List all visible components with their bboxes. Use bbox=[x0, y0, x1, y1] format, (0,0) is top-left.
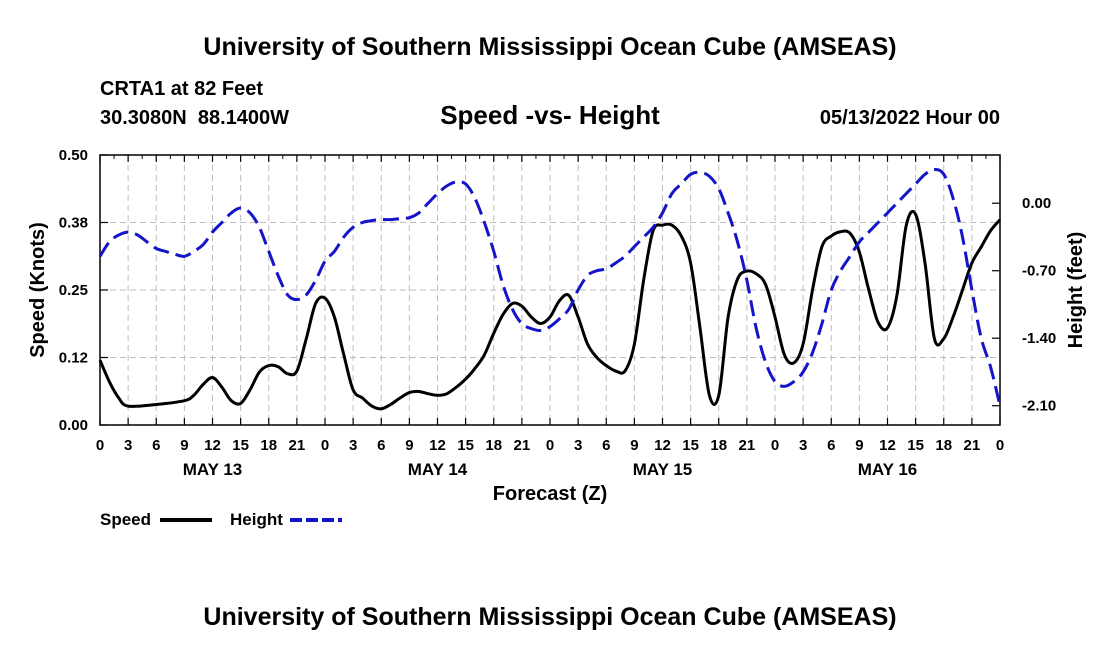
x-tick-label: 0 bbox=[96, 437, 104, 454]
x-tick-label: 6 bbox=[152, 437, 160, 454]
series-line-height bbox=[98, 168, 1002, 407]
x-tick-label: 21 bbox=[964, 437, 981, 454]
chart-title: Speed -vs- Height bbox=[440, 100, 660, 130]
x-tick-label: 15 bbox=[457, 437, 474, 454]
y-right-tick-label: 0.00 bbox=[1022, 195, 1051, 212]
y-left-tick-label: 0.25 bbox=[59, 282, 88, 299]
x-tick-label: 3 bbox=[574, 437, 582, 454]
x-tick-label: 9 bbox=[405, 437, 413, 454]
x-tick-label: 0 bbox=[321, 437, 329, 454]
x-day-label: MAY 13 bbox=[183, 460, 243, 479]
x-tick-label: 9 bbox=[855, 437, 863, 454]
x-tick-label: 6 bbox=[827, 437, 835, 454]
y-left-tick-label: 0.50 bbox=[59, 147, 88, 164]
x-tick-label: 12 bbox=[879, 437, 896, 454]
x-day-label: MAY 16 bbox=[858, 460, 918, 479]
station-coords: 30.3080N 88.1400W bbox=[100, 107, 289, 129]
x-tick-label: 3 bbox=[349, 437, 357, 454]
y-right-tick-label: -1.40 bbox=[1022, 330, 1056, 347]
axis-tick-labels: 0 3 6 9 12 15 18 21 0 3 6 9 12 15 18 21 0 3 6 9 12 15 18 21 0 3 6 9… bbox=[59, 147, 1056, 479]
x-tick-label: 15 bbox=[682, 437, 699, 454]
y-left-tick-label: 0.38 bbox=[59, 215, 88, 232]
y-left-tick-label: 0.00 bbox=[59, 417, 88, 434]
x-axis-title: Forecast (Z) bbox=[493, 483, 607, 505]
series-line-speed bbox=[98, 209, 1002, 411]
x-tick-label: 18 bbox=[710, 437, 727, 454]
x-tick-label: 3 bbox=[799, 437, 807, 454]
y-axis-right-title: Height (feet) bbox=[1065, 232, 1087, 349]
x-tick-label: 0 bbox=[546, 437, 554, 454]
x-tick-label: 6 bbox=[602, 437, 610, 454]
footer-title: University of Southern Mississippi Ocean… bbox=[203, 603, 896, 631]
x-tick-label: 21 bbox=[514, 437, 531, 454]
x-tick-label: 18 bbox=[935, 437, 952, 454]
legend-label-speed: Speed bbox=[100, 510, 151, 529]
x-tick-label: 18 bbox=[260, 437, 277, 454]
x-tick-label: 21 bbox=[739, 437, 756, 454]
x-tick-label: 6 bbox=[377, 437, 385, 454]
x-tick-label: 12 bbox=[204, 437, 221, 454]
x-day-label: MAY 15 bbox=[633, 460, 693, 479]
x-tick-label: 3 bbox=[124, 437, 132, 454]
page-title: University of Southern Mississippi Ocean… bbox=[203, 33, 896, 61]
series-lines bbox=[98, 168, 1002, 411]
y-right-tick-label: -2.10 bbox=[1022, 398, 1056, 415]
x-tick-label: 12 bbox=[429, 437, 446, 454]
axis-ticks bbox=[99, 154, 1001, 426]
y-axis-left-title: Speed (Knots) bbox=[27, 222, 49, 358]
x-tick-label: 0 bbox=[771, 437, 779, 454]
x-tick-label: 18 bbox=[485, 437, 502, 454]
x-tick-label: 12 bbox=[654, 437, 671, 454]
x-tick-label: 15 bbox=[907, 437, 924, 454]
legend-label-height: Height bbox=[230, 510, 283, 529]
y-right-tick-label: -0.70 bbox=[1022, 263, 1056, 280]
x-tick-label: 21 bbox=[289, 437, 306, 454]
x-tick-label: 0 bbox=[996, 437, 1004, 454]
y-left-tick-label: 0.12 bbox=[59, 350, 88, 367]
station-name: CRTA1 at 82 Feet bbox=[100, 78, 263, 100]
x-tick-label: 9 bbox=[180, 437, 188, 454]
x-day-label: MAY 14 bbox=[408, 460, 468, 479]
x-tick-label: 9 bbox=[630, 437, 638, 454]
grid bbox=[99, 154, 1001, 426]
x-tick-label: 15 bbox=[232, 437, 249, 454]
forecast-datetime: 05/13/2022 Hour 00 bbox=[820, 107, 1000, 129]
legend: Speed Height bbox=[100, 510, 342, 529]
